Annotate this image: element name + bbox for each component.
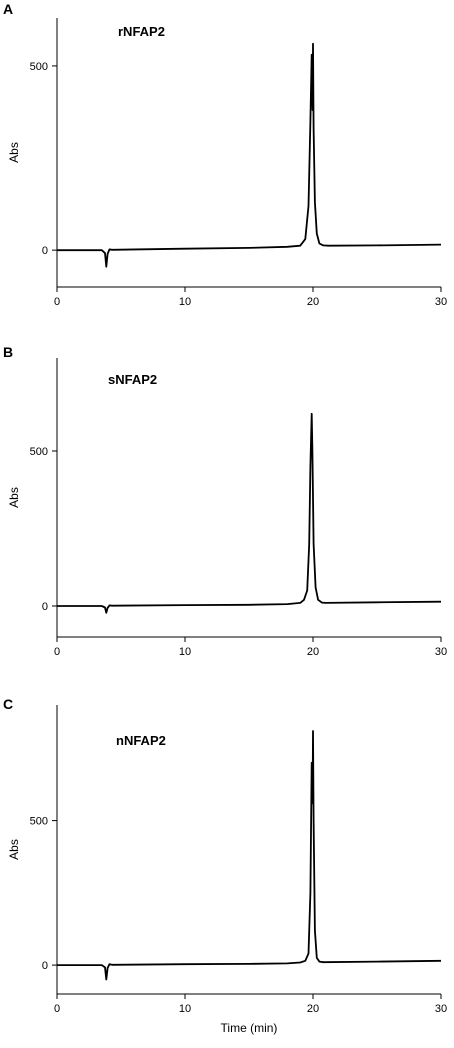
chromatogram-trace-B	[57, 412, 442, 614]
y-axis-title: Abs	[7, 839, 21, 860]
chromatogram-trace-A	[57, 42, 442, 268]
y-tick-label: 0	[42, 245, 48, 257]
chromatogram-trace-C	[57, 730, 442, 981]
y-tick-label: 500	[30, 446, 48, 458]
x-tick-label: 20	[307, 646, 319, 658]
y-tick-label: 500	[30, 61, 48, 73]
x-tick-label: 30	[435, 646, 447, 658]
y-tick-label: 0	[42, 960, 48, 972]
x-tick-label: 10	[179, 1003, 191, 1015]
panel-letter: A	[3, 1, 13, 17]
x-tick-label: 10	[179, 296, 191, 308]
x-tick-label: 10	[179, 646, 191, 658]
x-tick-label: 30	[435, 1003, 447, 1015]
y-tick-label: 500	[30, 816, 48, 828]
panel-letter: C	[3, 696, 13, 712]
x-tick-label: 0	[54, 296, 60, 308]
panel-letter: B	[3, 344, 13, 360]
x-tick-label: 0	[54, 1003, 60, 1015]
x-tick-label: 20	[307, 1003, 319, 1015]
sample-label: nNFAP2	[116, 733, 166, 748]
sample-label: sNFAP2	[108, 372, 157, 387]
x-tick-label: 0	[54, 646, 60, 658]
x-axis-title: Time (min)	[221, 1021, 278, 1035]
x-tick-label: 20	[307, 296, 319, 308]
y-tick-label: 0	[42, 601, 48, 613]
x-tick-label: 30	[435, 296, 447, 308]
sample-label: rNFAP2	[118, 24, 165, 39]
y-axis-title: Abs	[7, 142, 21, 163]
y-axis-title: Abs	[7, 487, 21, 508]
